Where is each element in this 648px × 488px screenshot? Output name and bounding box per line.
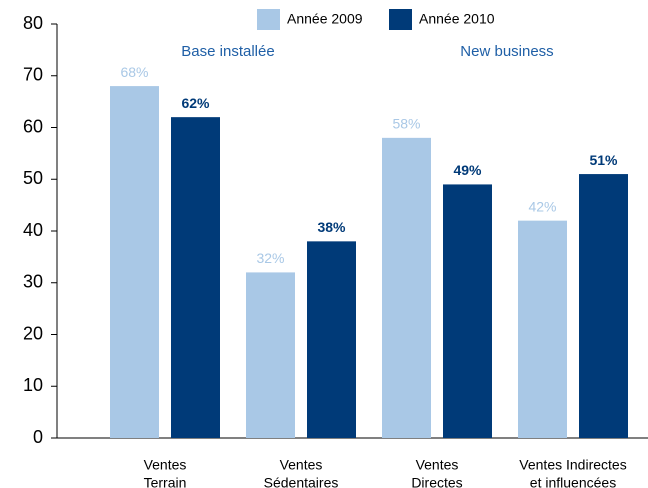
x-tick-label: Directes: [411, 475, 462, 488]
y-tick-label: 10: [23, 375, 43, 395]
x-tick-label: et influencées: [530, 475, 616, 488]
y-tick-label: 70: [23, 65, 43, 85]
data-label: 62%: [181, 95, 210, 111]
data-label: 42%: [528, 198, 556, 214]
bar: [579, 174, 628, 438]
bar: [246, 272, 295, 438]
y-tick-label: 0: [33, 427, 43, 447]
x-tick-label: Sédentaires: [264, 475, 339, 488]
y-tick-label: 50: [23, 168, 43, 188]
x-tick-label: Ventes: [280, 457, 323, 473]
y-tick-label: 60: [23, 116, 43, 136]
bar: [382, 137, 431, 438]
data-label: 38%: [317, 219, 346, 235]
bar: [110, 86, 159, 438]
x-tick-label: Terrain: [144, 475, 187, 488]
annotation: Base installée: [181, 43, 274, 60]
data-label: 49%: [453, 162, 482, 178]
x-tick-label: Ventes: [144, 457, 187, 473]
legend-label: Année 2010: [419, 11, 495, 27]
data-label: 32%: [256, 250, 284, 266]
y-tick-label: 40: [23, 220, 43, 240]
data-label: 68%: [120, 64, 148, 80]
y-tick-label: 20: [23, 323, 43, 343]
legend-swatch: [257, 9, 280, 30]
x-tick-label: Ventes Indirectes: [519, 457, 626, 473]
legend-swatch: [389, 9, 412, 30]
annotation: New business: [460, 43, 553, 60]
y-tick-label: 80: [23, 13, 43, 33]
bar: [443, 184, 492, 438]
data-label: 51%: [589, 152, 618, 168]
bar: [307, 241, 356, 438]
x-tick-label: Ventes: [416, 457, 459, 473]
bar: [518, 220, 567, 438]
bar: [171, 117, 220, 439]
legend-label: Année 2009: [287, 11, 363, 27]
y-tick-label: 30: [23, 272, 43, 292]
data-label: 58%: [392, 116, 420, 132]
